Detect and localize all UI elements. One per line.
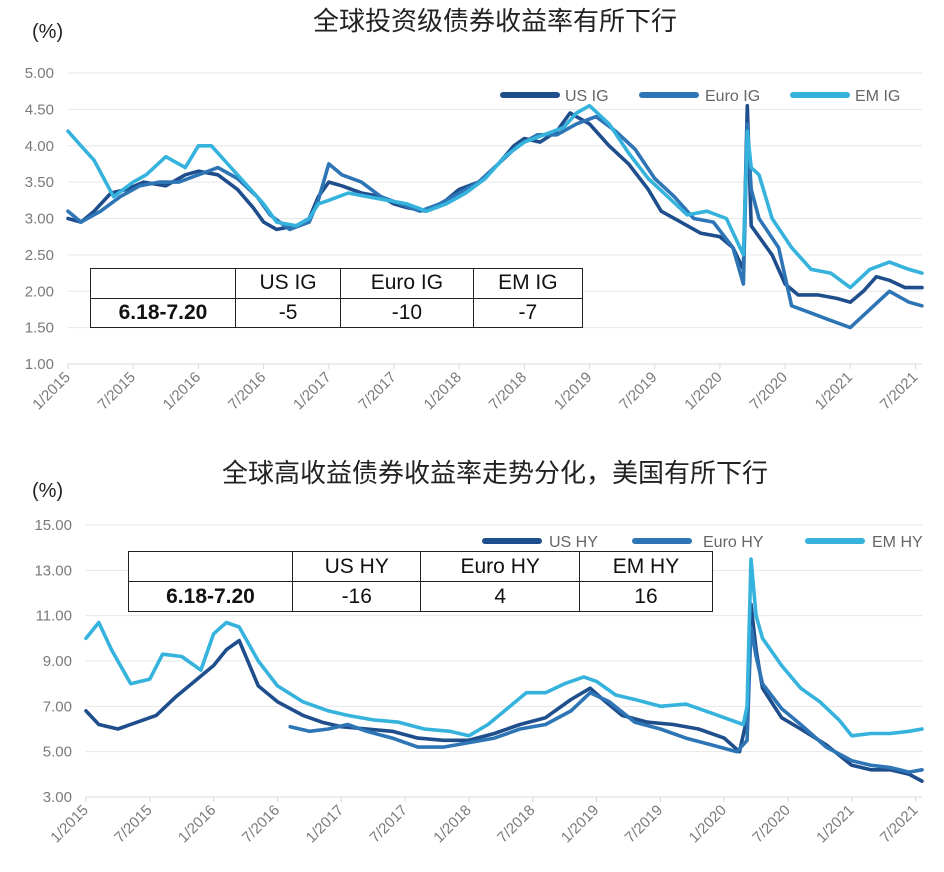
chart1-y-tick-label: 4.00 <box>25 138 54 155</box>
chart1-x-tick-label: 1/2016 <box>160 369 204 413</box>
table-row-label: 6.18-7.20 <box>128 581 293 612</box>
table-row: 6.18-7.20 -5 -10 -7 <box>90 297 584 328</box>
chart2-y-tick-label: 3.00 <box>43 789 72 806</box>
table-cell-euro-ig: -10 <box>340 297 474 328</box>
chart1-x-tick-label: 1/2018 <box>421 369 465 413</box>
table-header-row: US IG Euro IG EM IG <box>90 268 584 299</box>
chart2-x-tick-label: 1/2019 <box>558 802 602 846</box>
chart1-x-tick-label: 7/2015 <box>95 369 139 413</box>
chart1-legend-label-us-ig: US IG <box>565 88 609 105</box>
chart2-title: 全球高收益债券收益率走势分化，美国有所下行 <box>222 459 768 489</box>
chart1-title: 全球投资级债券收益率有所下行 <box>313 7 677 37</box>
table-header-us-hy: US HY <box>291 551 422 582</box>
table-cell-em-hy: 16 <box>578 581 714 612</box>
chart1-summary-table: US IG Euro IG EM IG 6.18-7.20 -5 -10 -7 <box>90 268 584 328</box>
chart2-x-tick-label: 7/2016 <box>239 802 283 846</box>
chart1-legend-label-em-ig: EM IG <box>855 88 900 105</box>
chart1-x-tick-label: 1/2019 <box>551 369 595 413</box>
chart1-x-tick-label: 1/2021 <box>812 369 856 413</box>
chart1-x-tick-label: 1/2017 <box>290 369 334 413</box>
chart1-x-tick-label: 7/2016 <box>225 369 269 413</box>
chart2-x-tick-label: 7/2017 <box>366 802 410 846</box>
chart2-x-tick-label: 1/2016 <box>175 802 219 846</box>
table-header-euro-ig: Euro IG <box>340 268 474 299</box>
chart2-x-tick-label: 7/2018 <box>494 802 538 846</box>
chart1-plot: 5.004.504.003.503.002.502.001.501.001/20… <box>25 65 924 413</box>
table-cell-euro-hy: 4 <box>420 581 580 612</box>
chart1-y-tick-label: 2.00 <box>25 283 54 300</box>
chart2-legend-label-euro-hy: Euro HY <box>703 534 764 551</box>
chart2-x-tick-label: 7/2019 <box>622 802 666 846</box>
chart1-y-tick-label: 1.00 <box>25 356 54 373</box>
table-row-label: 6.18-7.20 <box>90 297 236 328</box>
table-corner-cell <box>90 268 236 299</box>
table-header-us-ig: US IG <box>234 268 342 299</box>
chart2-x-tick-label: 7/2020 <box>749 802 793 846</box>
chart1-x-tick-label: 1/2015 <box>29 369 73 413</box>
chart1-x-tick-label: 7/2018 <box>486 369 530 413</box>
chart1-x-tick-label: 7/2021 <box>877 369 921 413</box>
chart2-y-tick-label: 5.00 <box>43 744 72 761</box>
chart2-x-tick-label: 7/2015 <box>111 802 155 846</box>
table-cell-us-ig: -5 <box>234 297 342 328</box>
chart2-y-tick-label: 7.00 <box>43 698 72 715</box>
table-cell-em-ig: -7 <box>472 297 584 328</box>
chart2-series-line-us-hy <box>84 602 924 783</box>
chart2-x-tick-label: 1/2020 <box>686 802 730 846</box>
chart1-series-line-us-ig <box>66 103 924 304</box>
chart2-x-tick-label: 1/2018 <box>430 802 474 846</box>
chart2-x-tick-label: 1/2015 <box>47 802 91 846</box>
chart2-y-tick-label: 11.00 <box>36 608 72 625</box>
chart2-summary-table: US HY Euro HY EM HY 6.18-7.20 -16 4 16 <box>128 551 714 612</box>
chart2-legend-label-em-hy: EM HY <box>872 534 923 551</box>
chart1-y-tick-label: 5.00 <box>25 65 54 82</box>
table-row: 6.18-7.20 -16 4 16 <box>128 581 714 612</box>
chart2-series-line-em-hy <box>84 557 924 738</box>
chart1-x-tick-label: 1/2020 <box>681 369 725 413</box>
chart2-y-tick-label: 9.00 <box>43 653 72 670</box>
chart1-unit-label: (%) <box>32 21 63 43</box>
chart1-legend-label-euro-ig: Euro IG <box>705 88 760 105</box>
chart2-legend-label-us-hy: US HY <box>549 534 598 551</box>
chart2-unit-label: (%) <box>32 480 63 502</box>
chart1-y-tick-label: 4.50 <box>25 101 54 118</box>
table-corner-cell <box>128 551 293 582</box>
chart2-series-line-euro-hy <box>288 625 924 774</box>
chart1-x-tick-label: 7/2019 <box>616 369 660 413</box>
chart1-y-tick-label: 3.50 <box>25 174 54 191</box>
chart1-x-tick-label: 7/2017 <box>355 369 399 413</box>
chart1-y-tick-label: 3.00 <box>25 211 54 228</box>
chart1-x-tick-label: 7/2020 <box>746 369 790 413</box>
chart2-y-tick-label: 15.00 <box>34 517 72 534</box>
chart2-y-tick-label: 13.00 <box>34 562 72 579</box>
table-header-row: US HY Euro HY EM HY <box>128 551 714 582</box>
chart2-x-tick-label: 7/2021 <box>877 802 921 846</box>
table-header-em-hy: EM HY <box>578 551 714 582</box>
table-header-euro-hy: Euro HY <box>420 551 580 582</box>
chart1-y-tick-label: 2.50 <box>25 247 54 264</box>
chart1-y-tick-label: 1.50 <box>25 320 54 337</box>
chart2-x-tick-label: 1/2021 <box>813 802 857 846</box>
table-header-em-ig: EM IG <box>472 268 584 299</box>
table-cell-us-hy: -16 <box>291 581 422 612</box>
chart1-series-line-em-ig <box>66 103 924 290</box>
chart2-x-tick-label: 1/2017 <box>303 802 347 846</box>
